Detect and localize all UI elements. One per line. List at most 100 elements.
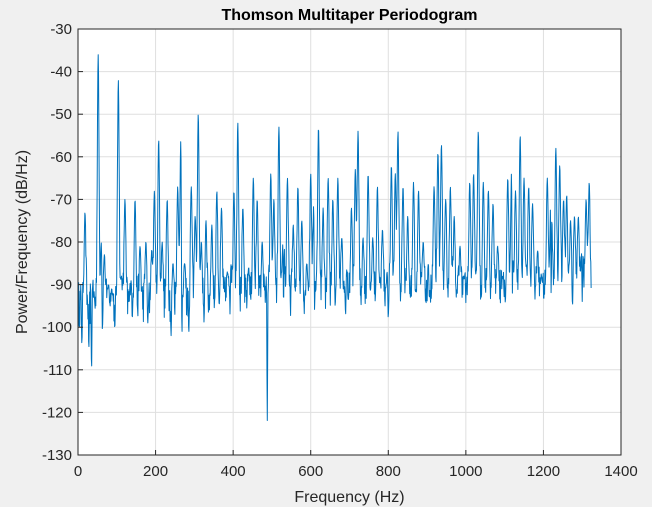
peak-point [158,139,159,140]
peak-point [382,229,383,230]
peak-point [497,246,498,247]
dip-point [188,331,189,332]
x-tick-label: 400 [221,463,246,480]
peak-point [578,216,579,217]
dip-point [582,301,583,302]
peak-point [469,182,470,183]
peak-point [547,178,548,179]
peak-point [441,143,442,144]
peak-point [463,275,464,276]
dip-point [203,322,204,323]
peak-point [502,275,503,276]
peak-point [520,135,521,136]
peak-point [134,199,135,200]
dip-point [551,297,552,298]
peak-point [450,186,451,187]
y-tick-label: -130 [42,447,72,464]
data-series [77,54,592,422]
peak-point [563,199,564,200]
peak-point [559,165,560,166]
y-axis-ticks: -30 -40 -50 -60 -70 -80 -90 -100 -110 -120 -130 [42,21,83,464]
peak-point [306,263,307,264]
peak-point [151,250,152,251]
peak-point [301,220,302,221]
y-tick-label: -110 [43,362,72,379]
peak-point [402,186,403,187]
peak-point [537,250,538,251]
peak-point [570,220,571,221]
peak-point [483,182,484,183]
peak-point [124,199,125,200]
dip-point [88,348,89,349]
peak-point [323,207,324,208]
x-tick-label: 800 [376,463,401,480]
peak-point [267,258,268,259]
dip-point [229,314,230,315]
periodogram-line [77,54,592,422]
peak-point [328,178,329,179]
peak-point [84,212,85,213]
peak-point [407,216,408,217]
peak-point [108,284,109,285]
peak-point [541,275,542,276]
dip-point [283,305,284,306]
peak-point [145,241,146,242]
peak-point [427,263,428,264]
peak-point [395,173,396,174]
peak-point [391,165,392,166]
dip-point [147,322,148,323]
dip-point [481,297,482,298]
peak-point [413,182,414,183]
peak-point [195,216,196,217]
peak-point [433,186,434,187]
peak-point [242,207,243,208]
peak-point [287,178,288,179]
peak-point [437,152,438,153]
peak-point [248,267,249,268]
peak-point [355,169,356,170]
dip-point [91,369,92,370]
peak-point [233,190,234,191]
peak-point [423,241,424,242]
peak-point [180,139,181,140]
peak-point [310,173,311,174]
y-tick-label: -120 [42,404,72,421]
peak-point [273,199,274,200]
peak-point [139,246,140,247]
peak-point [111,288,112,289]
peak-point [589,182,590,183]
peak-point [551,156,552,157]
dip-point [102,331,103,332]
x-tick-label: 1200 [527,463,560,480]
peak-point [459,246,460,247]
y-tick-label: -90 [50,277,72,294]
peak-point [341,237,342,238]
peak-point [278,126,279,127]
peak-point [198,114,199,115]
peak-point [507,178,508,179]
peak-point [318,126,319,127]
peak-point [523,178,524,179]
peak-point [270,173,271,174]
peak-point [585,199,586,200]
y-tick-label: -50 [50,106,72,123]
y-tick-label: -100 [42,319,72,336]
peak-point [118,80,119,81]
dip-point [114,327,115,328]
peak-point [488,190,489,191]
peak-point [555,148,556,149]
y-tick-label: -40 [50,64,72,81]
peak-point [478,131,479,132]
dip-point [267,420,268,421]
y-tick-label: -70 [50,191,72,208]
peak-point [454,216,455,217]
peak-point [121,275,122,276]
peak-point [191,186,192,187]
x-axis-ticks: 0 200 400 600 800 1000 1200 1400 [74,450,638,480]
peak-point [566,195,567,196]
peak-point [297,186,298,187]
peak-point [473,173,474,174]
peak-point [253,178,254,179]
dip-point [181,335,182,336]
peak-point [257,199,258,200]
